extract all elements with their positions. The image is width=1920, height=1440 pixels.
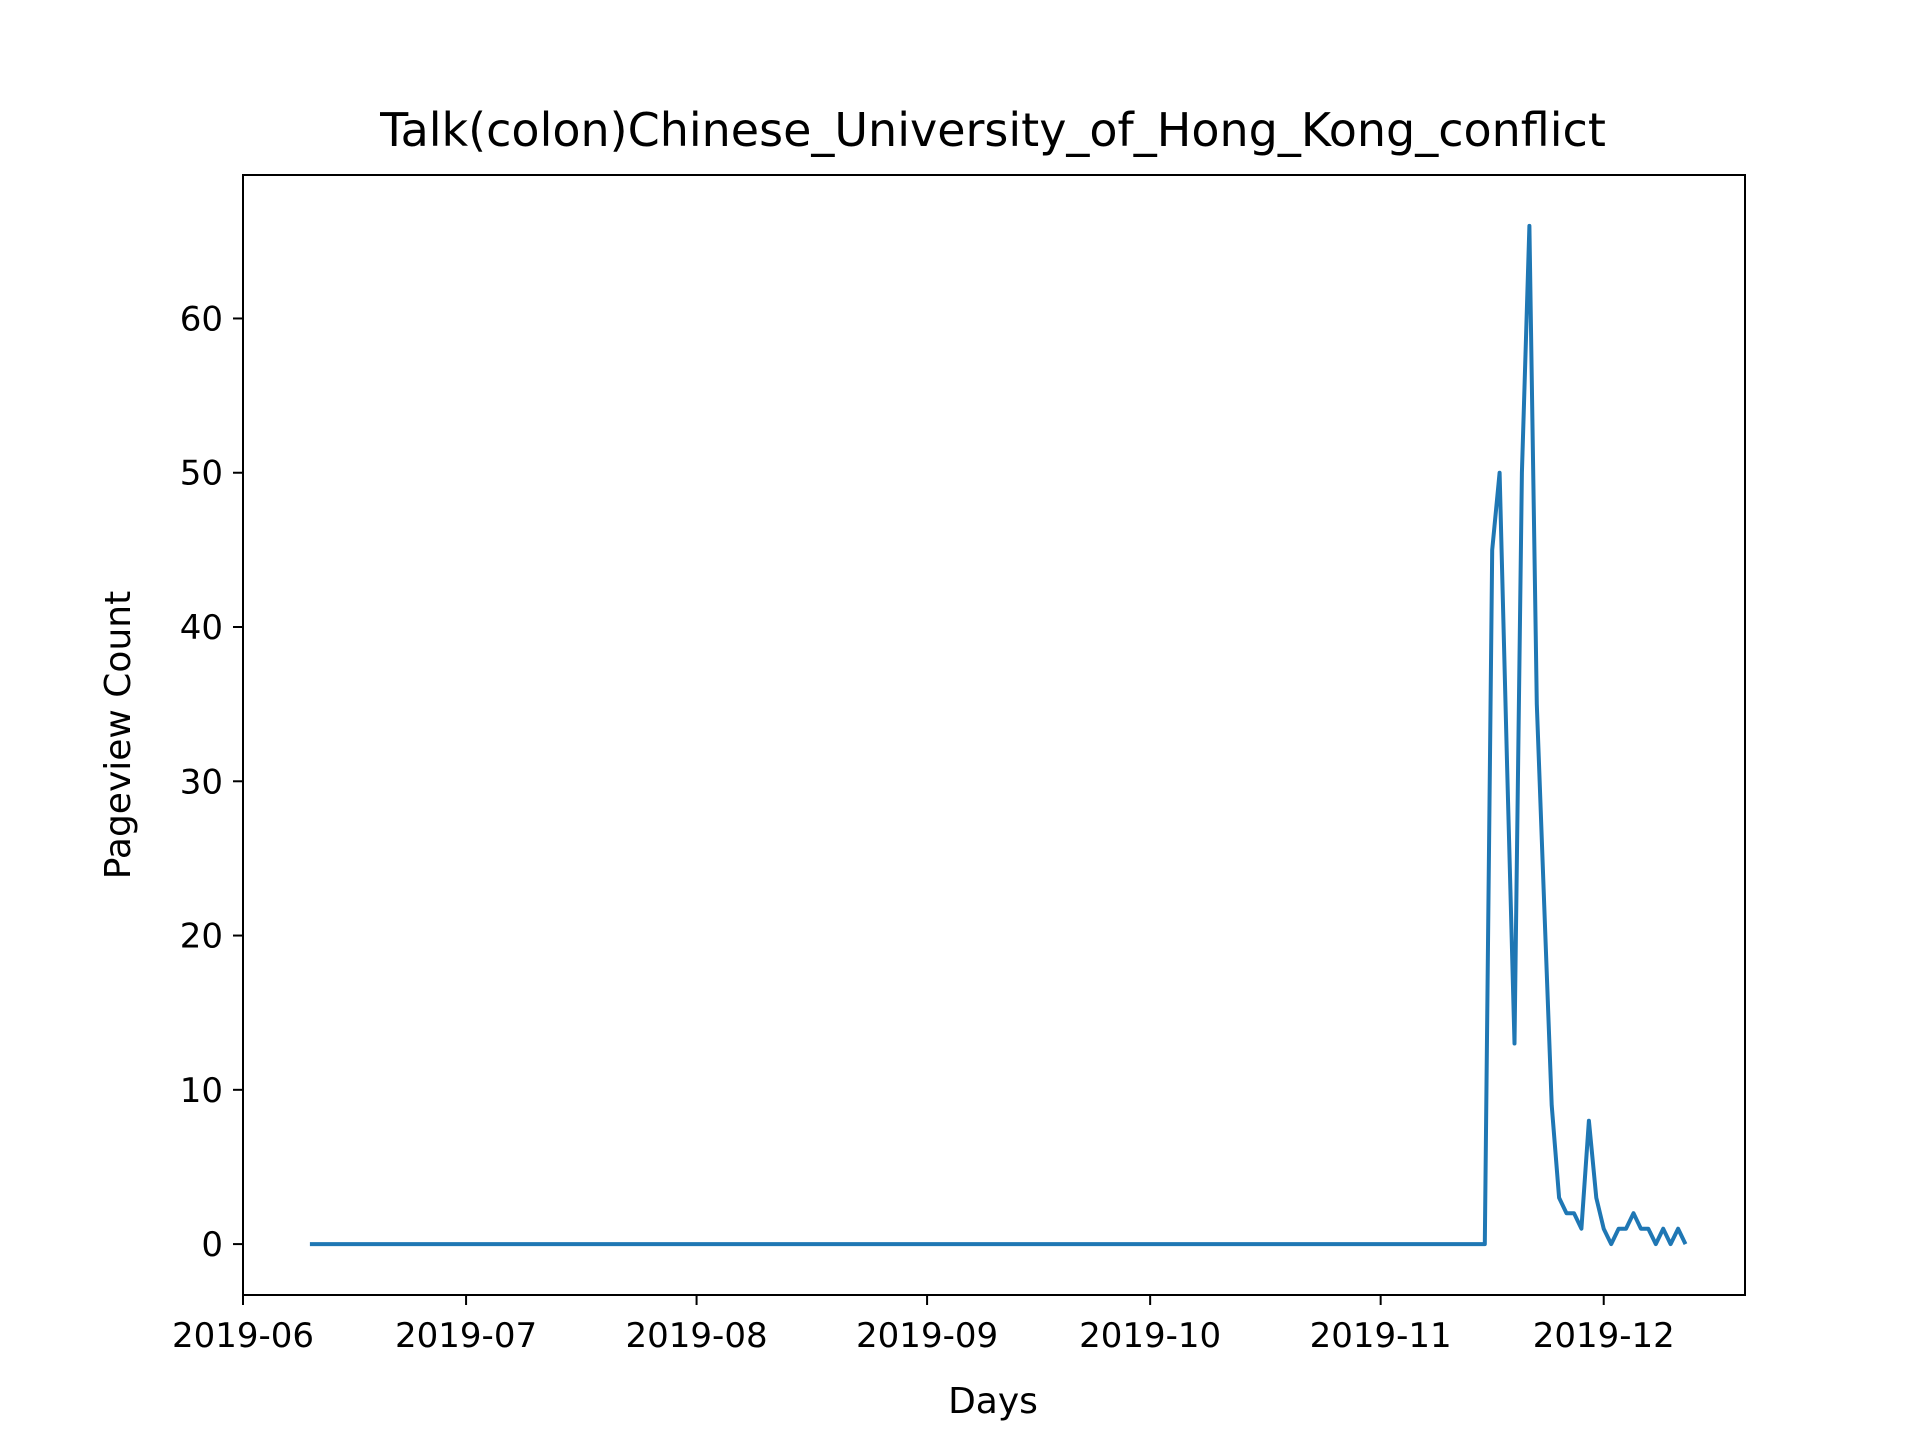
y-axis: 0 10 20 30 40 50 60 xyxy=(180,299,243,1265)
x-tick-label: 2019-08 xyxy=(626,1316,768,1356)
series-layer xyxy=(309,223,1688,1247)
chart-title: Talk(colon)Chinese_University_of_Hong_Ko… xyxy=(379,103,1606,157)
y-tick-label: 60 xyxy=(180,299,223,339)
y-tick-label: 10 xyxy=(180,1071,223,1111)
y-axis-label: Pageview Count xyxy=(98,591,139,879)
y-tick-label: 0 xyxy=(201,1225,223,1265)
x-tick-label: 2019-07 xyxy=(395,1316,537,1356)
plot-area xyxy=(242,174,1746,1296)
x-axis-label: Days xyxy=(948,1381,1038,1422)
x-tick-label: 2019-10 xyxy=(1079,1316,1221,1356)
y-tick-label: 40 xyxy=(180,608,223,648)
x-tick-label: 2019-06 xyxy=(172,1316,314,1356)
plot-frame xyxy=(242,174,1746,1296)
y-tick-label: 30 xyxy=(180,762,223,802)
series-line xyxy=(309,223,1688,1247)
x-axis: 2019-06 2019-07 2019-08 2019-09 2019-10 2019-… xyxy=(172,1295,1675,1356)
x-tick-label: 2019-11 xyxy=(1310,1316,1452,1356)
x-tick-label: 2019-09 xyxy=(856,1316,998,1356)
x-tick-label: 2019-12 xyxy=(1533,1316,1675,1356)
y-tick-label: 20 xyxy=(180,917,223,957)
y-tick-label: 50 xyxy=(180,454,223,494)
